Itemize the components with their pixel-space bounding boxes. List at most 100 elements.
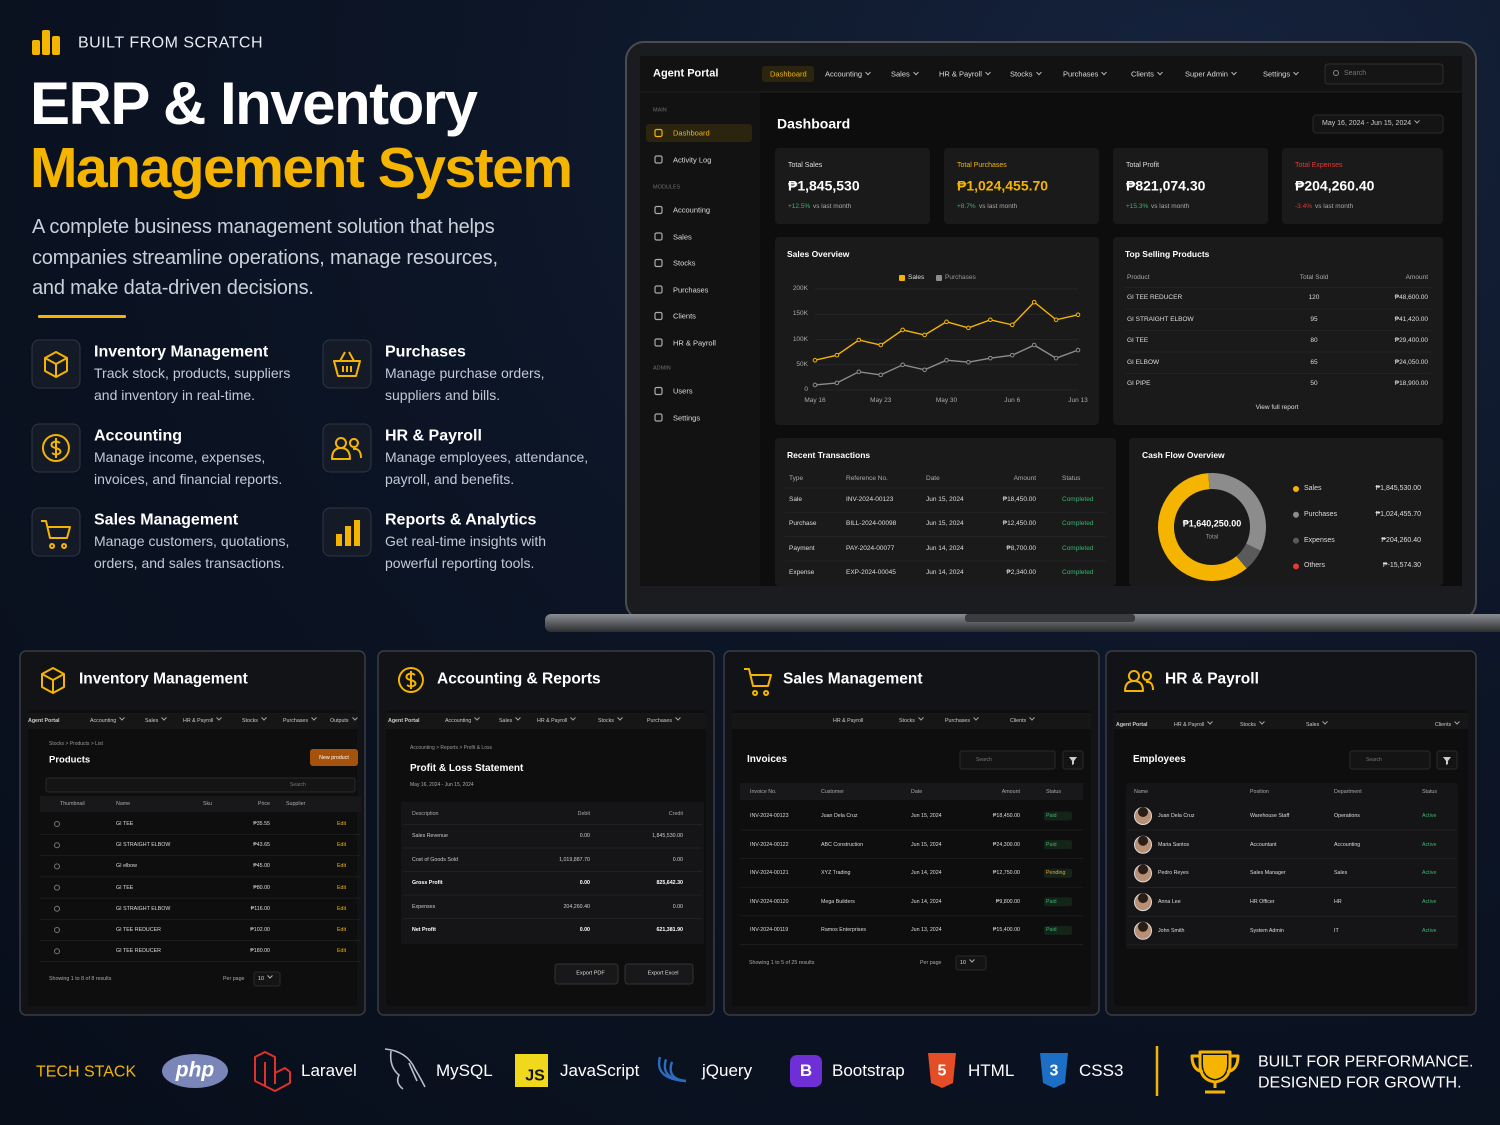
table-cell: Completed	[1062, 544, 1094, 552]
table-cell: Operations	[1334, 812, 1360, 819]
legend-dot	[1293, 486, 1299, 492]
kpi-change: +15.3%	[1126, 203, 1149, 211]
table-cell: 0.00	[579, 832, 590, 839]
mini-button-label[interactable]: New product	[319, 754, 349, 761]
legend-dot	[1293, 563, 1299, 570]
sidebar-icon	[654, 258, 663, 268]
status-pill	[1044, 897, 1072, 907]
nav-item[interactable]: Sales	[891, 70, 918, 79]
table-cell: 120	[1308, 294, 1320, 302]
per-page-value[interactable]: 10	[258, 976, 272, 982]
line-point	[988, 355, 993, 361]
edit-link[interactable]: Edit	[337, 842, 347, 849]
donut-caption: Total	[1205, 534, 1219, 541]
search-placeholder[interactable]: Search	[1344, 69, 1367, 77]
line-point	[856, 337, 862, 343]
edit-link[interactable]: Edit	[337, 948, 347, 955]
kpi-card	[775, 148, 930, 224]
table-cell: INV-2024-00121	[750, 870, 789, 877]
sidebar-icon	[654, 128, 663, 138]
filter-icon	[1443, 757, 1451, 765]
tagline: DESIGNED FOR GROWTH.	[1258, 1074, 1462, 1092]
table-cell: Active	[1422, 898, 1437, 905]
table-head	[40, 796, 361, 812]
panel-heading: Inventory Management	[79, 670, 248, 688]
nav-item[interactable]: Super Admin	[1185, 70, 1236, 79]
legend-label: Sales	[1304, 484, 1322, 492]
view-link[interactable]: View full report	[1255, 404, 1299, 412]
nav-item[interactable]: Accounting	[825, 70, 870, 79]
nav-item[interactable]: Stocks	[1010, 70, 1041, 79]
edit-link[interactable]: Edit	[337, 926, 347, 933]
dashboard-title: Dashboard	[777, 115, 851, 132]
table-footer: Showing 1 to 8 of 8 results	[49, 975, 112, 982]
edit-link[interactable]: Edit	[337, 863, 347, 870]
table-header: Sku	[203, 800, 213, 807]
edit-link[interactable]: Edit	[337, 884, 347, 891]
feature-title: Accounting	[94, 427, 182, 445]
feature-icon	[44, 351, 68, 378]
nav-item[interactable]: Clients	[1131, 70, 1162, 79]
table-cell: Anna Lee	[1158, 898, 1181, 905]
kpi-change: -3.4%	[1295, 203, 1312, 211]
sidebar-item[interactable]: Sales	[673, 232, 692, 241]
avatar-hair	[1138, 807, 1148, 817]
table-cell: Juan Dela Cruz	[1158, 812, 1195, 819]
panel-icon	[41, 667, 65, 694]
nav-item[interactable]: Dashboard	[770, 69, 807, 79]
hero-title: ERP & Inventory	[30, 70, 478, 137]
sidebar-item[interactable]: Settings	[673, 413, 701, 422]
tech-name: CSS3	[1079, 1060, 1124, 1080]
edit-link[interactable]: Edit	[337, 820, 347, 827]
nav-item[interactable]: Purchases	[1063, 70, 1106, 79]
feature-icon	[333, 351, 361, 377]
sidebar-item[interactable]: Dashboard	[673, 128, 710, 138]
table-header: Credit	[668, 810, 683, 817]
feature-text: Manage customers, quotations, orders, an…	[94, 533, 290, 571]
date-range[interactable]: May 16, 2024 - Jun 15, 2024	[1322, 120, 1419, 128]
sidebar-item[interactable]: Activity Log	[673, 155, 712, 164]
export-button-label[interactable]: Export PDF	[576, 970, 605, 977]
shield-logo	[1040, 1053, 1068, 1088]
table-cell: Paid	[1046, 927, 1057, 934]
avatar-hair	[1138, 864, 1148, 875]
sidebar-item[interactable]: Stocks	[673, 258, 696, 268]
sidebar-item[interactable]: HR & Payroll	[673, 338, 716, 347]
table-cell: 621,381.90	[656, 926, 683, 933]
legend-dot	[1293, 537, 1299, 544]
logo-bar	[52, 36, 60, 55]
kpi-card	[1113, 148, 1268, 224]
logo-bar	[32, 40, 40, 55]
table-cell: Accounting	[1334, 841, 1361, 848]
line-point	[966, 325, 971, 331]
nav-item[interactable]: HR & Payroll	[939, 70, 990, 79]
table-cell: ₱80.00	[253, 884, 270, 891]
export-button-label[interactable]: Export Excel	[647, 970, 679, 977]
trophy-icon	[1190, 1050, 1240, 1094]
panel-icon	[397, 667, 424, 693]
table-cell: BILL-2024-00098	[846, 520, 897, 528]
table-header: Amount	[1013, 475, 1036, 483]
panel-title: Top Selling Products	[1125, 248, 1210, 259]
table-cell: 0.00	[579, 926, 590, 933]
export-button	[554, 963, 619, 985]
sidebar-item[interactable]: Clients	[673, 311, 696, 321]
legend-label: Sales	[908, 274, 925, 282]
mini-nav-item: Agent Portal	[388, 717, 420, 724]
sidebar-item[interactable]: Users	[673, 386, 693, 396]
table-header: Customer	[821, 788, 844, 795]
table-cell: ₱8,700.00	[1006, 544, 1036, 552]
per-page-value[interactable]: 10	[960, 960, 974, 966]
edit-link[interactable]: Edit	[337, 905, 347, 912]
sidebar-item[interactable]: Accounting	[673, 205, 711, 215]
mini-search	[1349, 750, 1431, 770]
nav-item[interactable]: Settings	[1263, 70, 1298, 79]
avatar-hair	[1138, 835, 1148, 846]
feature-icon	[331, 437, 362, 460]
mini-nav	[1114, 713, 1468, 729]
mini-nav-item: Agent Portal	[28, 717, 60, 724]
table-cell: ₱43.65	[253, 842, 270, 849]
table-cell: GI TEE REDUCER	[1127, 294, 1183, 302]
sidebar-item[interactable]: Purchases	[673, 285, 709, 294]
table-cell: ₱12,750.00	[992, 870, 1020, 877]
